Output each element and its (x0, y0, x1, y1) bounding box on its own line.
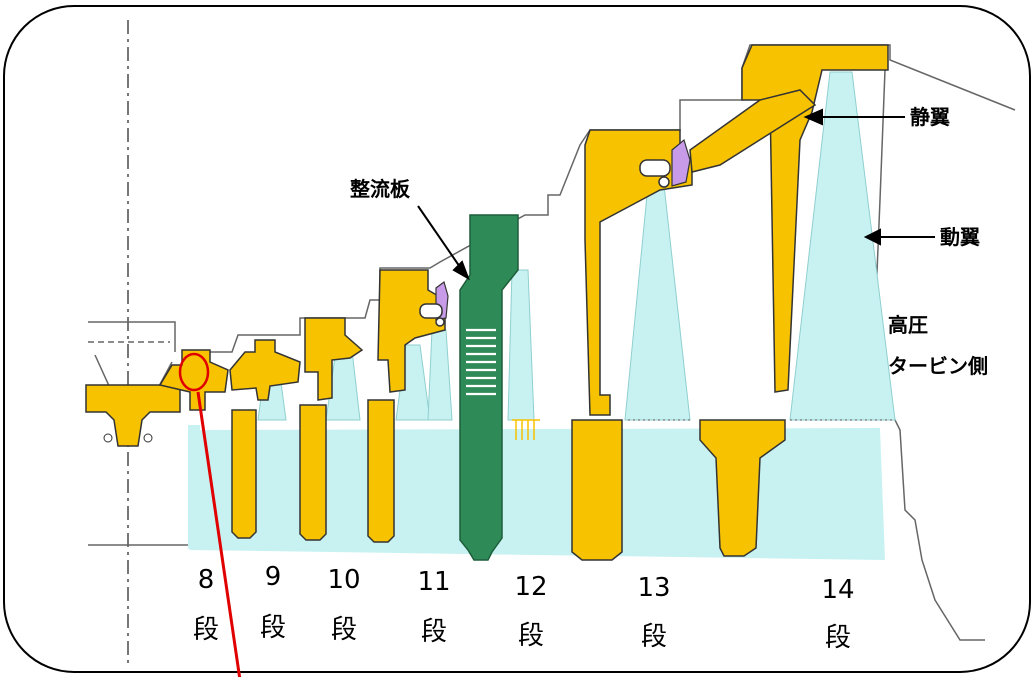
callout-arrows (417, 108, 935, 281)
stage-14-number: 14 (821, 575, 854, 605)
stage-12-unit: 段 (518, 621, 544, 651)
rotor-disk-area (188, 425, 885, 560)
rotor-blade-13 (624, 184, 691, 421)
rotor-blade-11 (427, 329, 453, 421)
stage-10-unit: 段 (331, 615, 357, 645)
disk-post-13 (571, 419, 623, 561)
disk-post-14 (699, 419, 786, 557)
stator-vane-10 (304, 317, 364, 401)
hp-turbine-side-label-line1: 高圧 (888, 313, 928, 337)
stage-9-number: 9 (265, 562, 282, 592)
rotor-blades (257, 71, 896, 421)
stage-14-unit: 段 (825, 623, 851, 653)
stage-labels: 8 段 9 段 10 段 11 段 12 段 13 段 14 段 (193, 562, 855, 653)
stage-10-number: 10 (327, 565, 360, 595)
rotor-blade-label: 動翼 (940, 225, 980, 249)
seal-ovals (419, 159, 671, 327)
flow-guide-plate (459, 214, 540, 561)
stage-8-unit: 段 (193, 615, 219, 645)
stage-12-number: 12 (514, 572, 547, 602)
disk-post-8 (231, 409, 257, 539)
stator-vane-11 (377, 269, 446, 393)
stage-9-unit: 段 (260, 613, 286, 643)
stage-8-number: 8 (198, 565, 215, 595)
flow-guide-plate-label: 整流板 (349, 177, 411, 201)
disk-posts (231, 399, 786, 561)
left-base-bracket (85, 384, 181, 447)
diagram-frame (3, 5, 1031, 673)
stator-vane-label: 静翼 (910, 105, 950, 129)
seal-13 (671, 138, 691, 187)
stage-13-number: 13 (637, 573, 670, 603)
stator-vanes (158, 44, 889, 416)
stator-vane-14-strut (689, 89, 817, 173)
stage-11-number: 11 (417, 567, 450, 597)
disk-post-9 (299, 404, 327, 541)
disk-post-10 (367, 399, 395, 543)
inspection-marker (178, 352, 242, 677)
rotor-blade-12 (507, 269, 535, 421)
flow-guide-arrow (417, 205, 463, 271)
stage-11-unit: 段 (421, 617, 447, 647)
hp-turbine-side-label-line2: タービン側 (888, 354, 988, 378)
stator-vane-14 (741, 44, 889, 393)
stator-vane-9 (229, 339, 301, 401)
stage-13-unit: 段 (641, 622, 667, 652)
